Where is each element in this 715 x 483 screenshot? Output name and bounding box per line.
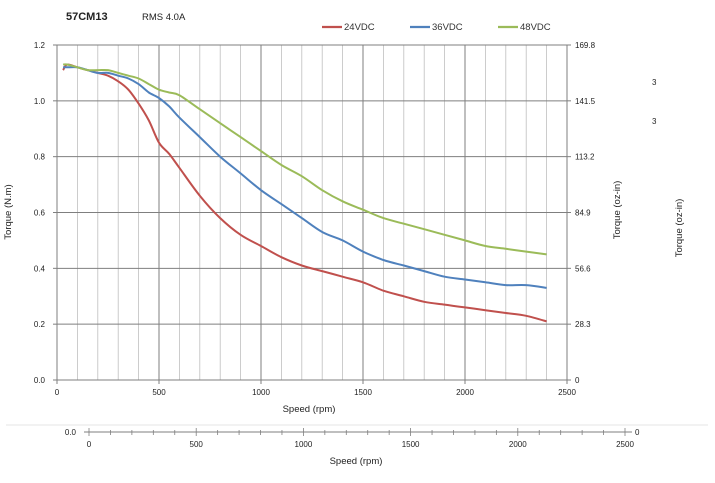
chart-legend: 24VDC 36VDC 48VDC xyxy=(322,22,551,33)
tick-labels: 0.0 0.2 0.4 0.6 0.8 1.0 1.2 0 28.3 56.6 84.9 113.2 1… xyxy=(34,41,596,397)
model-label: 57CM13 xyxy=(66,11,108,23)
y2-tick-label: 56.6 xyxy=(575,264,591,273)
strip-x-tick-label: 0 xyxy=(87,440,92,449)
y-tick-label: 0.0 xyxy=(34,376,46,385)
y-tick-label: 0.4 xyxy=(34,264,46,273)
right-mark-bottom: 3 xyxy=(652,117,657,126)
x-tick-label: 1000 xyxy=(252,388,270,397)
y-tick-label: 0.2 xyxy=(34,320,46,329)
strip-x-tick-label: 2500 xyxy=(616,440,634,449)
y2-tick-label: 141.5 xyxy=(575,97,596,106)
y-tick-label: 0.6 xyxy=(34,209,46,218)
y2-tick-label: 84.9 xyxy=(575,209,591,218)
strip-y2-tick-label: 0 xyxy=(635,428,640,437)
legend-label-24vdc: 24VDC xyxy=(344,22,375,33)
rms-label: RMS 4.0A xyxy=(142,12,186,23)
x-axis-title: Speed (rpm) xyxy=(283,404,336,415)
plot-series xyxy=(62,63,547,323)
series-line-24vdc xyxy=(62,63,547,323)
x-tick-label: 500 xyxy=(152,388,166,397)
plot-grid xyxy=(57,45,567,380)
y2-axis-title: Torque (oz-in) xyxy=(612,181,623,240)
strip-x-tick-label: 1500 xyxy=(402,440,420,449)
y2-tick-label: 169.8 xyxy=(575,41,596,50)
y2-tick-label: 113.2 xyxy=(575,153,595,162)
strip-x-axis-title: Speed (rpm) xyxy=(330,456,383,467)
strip-x-tick-label: 1000 xyxy=(295,440,313,449)
y-axis-title: Torque (N.m) xyxy=(3,184,14,239)
strip-x-tick-label: 500 xyxy=(190,440,204,449)
strip-x-tick-label: 2000 xyxy=(509,440,527,449)
legend-label-36vdc: 36VDC xyxy=(432,22,463,33)
y-tick-label: 1.2 xyxy=(34,41,46,50)
y2-tick-label: 0 xyxy=(575,376,580,385)
strip-y-tick-label: 0.0 xyxy=(65,428,77,437)
x-tick-label: 1500 xyxy=(354,388,372,397)
far-right-axis-title: Torque (oz-in) xyxy=(674,199,685,258)
right-mark-top: 3 xyxy=(652,78,657,87)
x-tick-label: 0 xyxy=(55,388,60,397)
series-line-36vdc xyxy=(63,66,547,289)
series-line-48vdc xyxy=(63,63,547,256)
y2-tick-label: 28.3 xyxy=(575,320,591,329)
y-tick-label: 0.8 xyxy=(34,153,46,162)
secondary-axis-strip: 0 500 1000 1500 2000 2500 0.0 0 xyxy=(6,424,708,449)
legend-label-48vdc: 48VDC xyxy=(520,22,551,33)
x-tick-label: 2000 xyxy=(456,388,474,397)
y-tick-label: 1.0 xyxy=(34,97,46,106)
x-tick-label: 2500 xyxy=(558,388,576,397)
